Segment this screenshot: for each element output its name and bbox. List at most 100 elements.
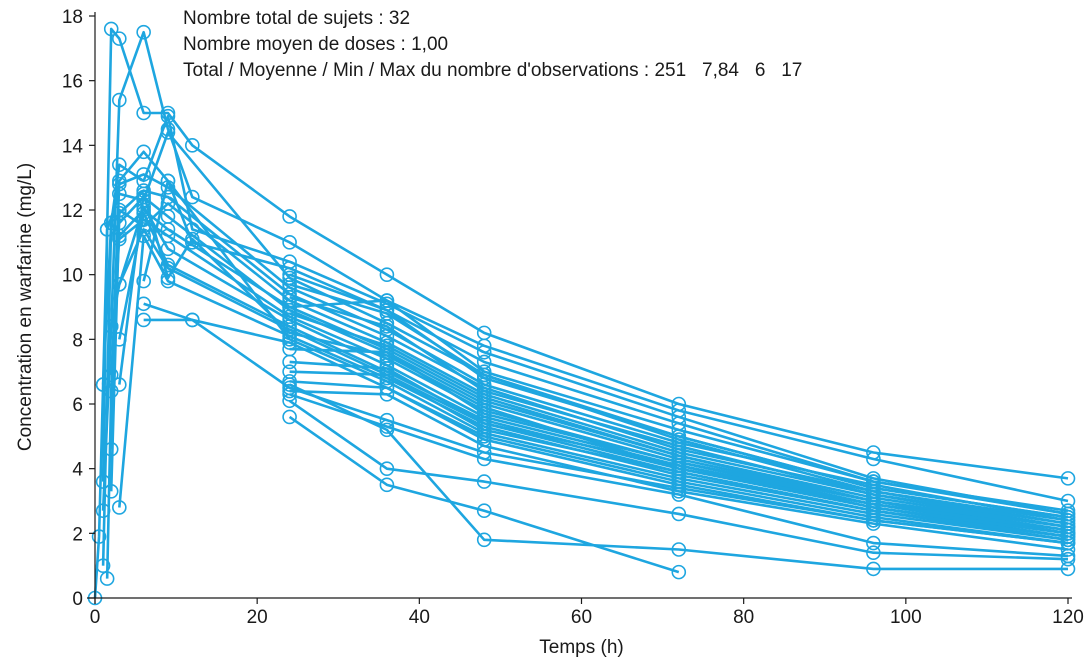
data-point: [282, 235, 297, 250]
x-tick-label: 60: [571, 607, 592, 628]
plot-area: [87, 21, 1076, 606]
data-point: [671, 564, 687, 580]
y-tick-label: 14: [62, 136, 84, 157]
data-point: [112, 215, 127, 231]
data-point: [95, 377, 111, 392]
ticks: 0 20 40 60 80 100 120 0 2 4 6 8 10 12 14 16 18: [62, 7, 1084, 628]
data-point: [91, 529, 107, 544]
data-point: [282, 377, 297, 392]
series-line: [109, 189, 1069, 525]
data-point: [112, 231, 127, 247]
series-line: [289, 370, 1069, 538]
data-point: [185, 312, 200, 328]
data-point: [282, 306, 297, 321]
data-point: [136, 167, 151, 182]
x-tick-label: 40: [409, 607, 430, 628]
data-point: [112, 500, 127, 515]
x-tick-label: 0: [90, 607, 101, 628]
series-line: [289, 380, 1069, 545]
data-point: [866, 451, 881, 467]
data-point: [866, 545, 881, 561]
data-point: [476, 451, 492, 467]
series-line: [118, 218, 1069, 535]
data-point: [476, 406, 492, 422]
data-point: [476, 422, 492, 438]
data-point: [160, 273, 176, 289]
series-9: [103, 202, 1076, 535]
series-32: [282, 409, 687, 580]
series-33: [282, 377, 1076, 577]
data-point: [136, 296, 151, 312]
data-point: [282, 267, 297, 282]
series-31: [282, 393, 1076, 567]
data-point: [95, 474, 111, 489]
data-point: [136, 24, 151, 40]
data-point: [282, 289, 297, 305]
data-point: [282, 354, 297, 370]
data-point: [160, 209, 176, 224]
data-point: [866, 535, 881, 551]
data-point: [379, 461, 395, 476]
y-tick-label: 2: [72, 524, 83, 545]
data-point: [1060, 561, 1076, 577]
series-line: [288, 415, 680, 574]
series-line: [118, 205, 1069, 535]
y-tick-label: 16: [62, 72, 83, 93]
data-point: [103, 319, 119, 334]
x-tick-label: 100: [890, 607, 922, 628]
series-line: [288, 399, 1069, 561]
data-point: [671, 506, 687, 522]
y-tick-label: 8: [72, 330, 83, 351]
series-27: [282, 364, 1076, 544]
series-line: [289, 312, 1069, 529]
data-point: [476, 390, 492, 405]
series-line: [289, 299, 1069, 516]
series-line: [289, 296, 1069, 525]
y-tick-label: 6: [72, 395, 83, 416]
annotation-observation-stats: Total / Moyenne / Min / Max du nombre d'…: [183, 60, 802, 81]
data-point: [282, 209, 297, 224]
data-point: [185, 231, 200, 247]
data-point: [379, 386, 395, 402]
data-point: [95, 558, 111, 573]
x-tick-label: 20: [247, 607, 268, 628]
y-tick-label: 10: [62, 266, 83, 287]
data-point: [112, 377, 127, 392]
y-tick-label: 12: [62, 201, 83, 222]
series-13: [112, 205, 1076, 544]
series-line: [289, 389, 1069, 551]
data-point: [379, 477, 395, 493]
y-tick-label: 18: [62, 7, 83, 28]
annotation-subject-count: Nombre total de sujets : 32: [183, 8, 410, 29]
data-point: [379, 319, 395, 334]
annotation-mean-doses: Nombre moyen de doses : 1,00: [183, 34, 448, 55]
series-line: [289, 383, 1068, 571]
data-point: [103, 21, 119, 37]
data-point: [103, 483, 119, 499]
data-point: [379, 344, 395, 360]
series-line: [289, 360, 1069, 535]
data-point: [112, 176, 127, 192]
data-point: [112, 92, 127, 108]
data-point: [476, 344, 492, 360]
data-point: [99, 571, 115, 586]
data-point: [136, 312, 151, 328]
data-point: [136, 186, 151, 202]
data-point: [112, 277, 127, 292]
y-tick-label: 0: [72, 589, 83, 610]
data-point: [476, 474, 492, 489]
data-point: [160, 108, 176, 124]
series-line: [109, 208, 1069, 529]
series-line: [143, 302, 1069, 545]
data-point: [136, 228, 151, 244]
series-line: [109, 202, 1069, 529]
data-point: [866, 516, 881, 531]
data-point: [112, 157, 127, 173]
data-point: [185, 138, 200, 153]
data-point: [136, 273, 151, 289]
data-point: [379, 422, 395, 438]
data-point: [160, 173, 176, 189]
data-point: [476, 503, 492, 519]
data-point: [136, 105, 151, 121]
